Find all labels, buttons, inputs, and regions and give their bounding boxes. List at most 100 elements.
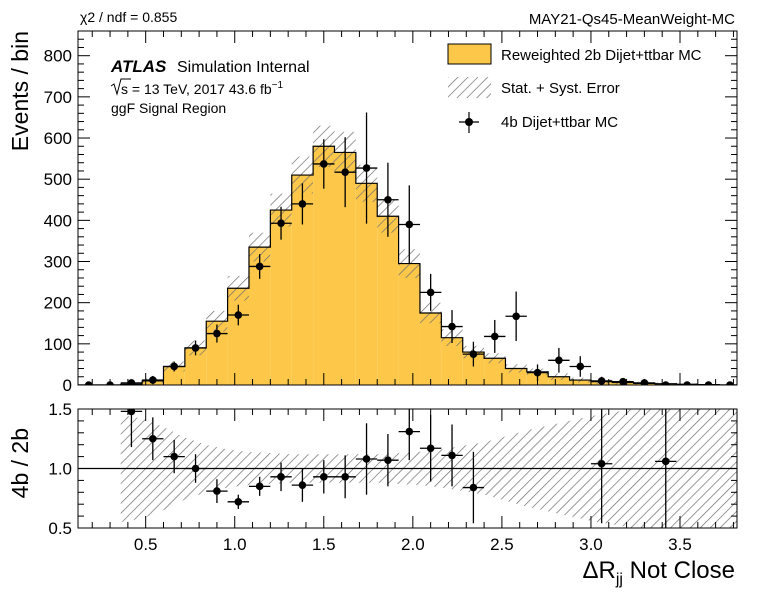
histogram-outline <box>78 145 737 385</box>
x-tick-label: 3.0 <box>579 535 603 554</box>
data-point <box>149 376 157 384</box>
plot-tag: MAY21-Qs45-MeanWeight-MC <box>529 11 735 28</box>
ratio-point <box>127 409 136 416</box>
y-tick-label: 600 <box>44 129 72 148</box>
data-point <box>597 377 606 385</box>
data-point <box>426 288 435 297</box>
ratio-point <box>319 473 328 481</box>
histogram-bar <box>313 146 335 385</box>
svg-text:s = 13 TeV, 2017 43.6 fb−1: s = 13 TeV, 2017 43.6 fb−1 <box>121 80 283 97</box>
histogram-bar <box>398 263 420 385</box>
main-frame <box>77 30 738 386</box>
ratio-point <box>298 481 307 489</box>
y-tick-label: 200 <box>44 294 72 313</box>
data-point <box>704 381 713 385</box>
ratio-point <box>469 483 478 492</box>
data-point <box>127 379 136 385</box>
data-point <box>490 332 499 341</box>
sqrt-symbol <box>110 78 131 96</box>
data-point <box>298 200 307 208</box>
region-label: ggF Signal Region <box>111 100 226 116</box>
histogram-bar <box>334 152 356 385</box>
histogram-bar <box>355 183 378 385</box>
data-point <box>277 219 285 228</box>
data-point <box>170 362 178 371</box>
data-point <box>255 262 264 271</box>
histogram-bar <box>184 347 207 385</box>
x-tick-label: 0.5 <box>134 535 158 554</box>
energy-text: = 13 TeV, 2017 43.6 fb <box>128 81 272 97</box>
ratio-point <box>426 444 435 453</box>
x-tick-label: 2.0 <box>401 535 425 554</box>
data-point <box>576 362 585 371</box>
data-point <box>726 381 734 385</box>
ratio-point <box>234 498 243 506</box>
data-point <box>533 368 542 377</box>
legend-entry-points: 4b Dijet+ttbar MC <box>501 114 618 131</box>
histogram-bar <box>548 376 570 385</box>
data-point <box>84 381 93 385</box>
data-point <box>512 312 520 321</box>
ratio-point <box>448 451 456 460</box>
legend-swatch-fill <box>447 43 492 65</box>
ratio-point <box>384 456 392 464</box>
x-axis-title: ΔRjj Not Close <box>582 557 735 588</box>
axis-ticks: 0 100 200 300 400 500 600 700 800 0.5 1.0 1.5 0.5 1.0… <box>44 31 737 554</box>
legend-swatch-hatch <box>448 77 491 98</box>
ratio-frame <box>77 408 738 529</box>
ratio-point <box>341 473 349 481</box>
data-point <box>191 344 200 352</box>
data-point <box>619 377 627 385</box>
ratio-point <box>362 455 371 463</box>
histogram-bar <box>291 175 314 385</box>
data-point <box>555 356 563 365</box>
y-tick-label: 100 <box>44 335 72 354</box>
data-point <box>341 168 349 176</box>
y-tick-label: 800 <box>44 47 72 66</box>
ratio-point <box>597 459 606 468</box>
energy-prefix: s <box>121 81 128 97</box>
x-tick-label: 1.5 <box>312 535 336 554</box>
x-tick-label: 2.5 <box>490 535 514 554</box>
ratio-point <box>255 482 264 491</box>
histogram-bar <box>206 321 228 385</box>
y-tick-label: 400 <box>44 211 72 230</box>
data-point <box>384 195 392 204</box>
data-point <box>234 311 243 319</box>
ratio-panel <box>78 409 737 528</box>
histogram-bar <box>419 312 442 385</box>
legend: Reweighted 2b Dijet+ttbar MC Stat. + Sys… <box>447 43 702 133</box>
histogram-bar <box>377 216 399 385</box>
histogram-bar <box>462 352 485 385</box>
y-tick-label: 300 <box>44 253 72 272</box>
data-point <box>683 381 691 385</box>
x-axis-title-main: ΔR <box>582 557 615 584</box>
legend-marker-dot <box>465 118 473 126</box>
energy-sup: −1 <box>272 80 284 91</box>
data-point <box>661 381 670 385</box>
chi2-label: χ2 / ndf = 0.855 <box>80 9 177 25</box>
histogram-bar <box>248 247 271 385</box>
data-point <box>405 220 414 229</box>
ratio-point <box>170 452 178 461</box>
ratio-point <box>149 434 157 443</box>
legend-entry-hatch: Stat. + Syst. Error <box>501 80 620 97</box>
data-point <box>469 350 478 358</box>
ratio-y-tick-label: 1.5 <box>48 400 72 419</box>
ratio-y-tick-label: 0.5 <box>48 519 72 538</box>
ratio-point <box>661 457 670 466</box>
atlas-label: ATLAS <box>110 57 167 76</box>
main-panel <box>78 112 737 385</box>
y-tick-label: 500 <box>44 170 72 189</box>
ratio-point <box>405 427 414 436</box>
histogram-bar <box>484 358 506 385</box>
histogram-bar <box>227 288 249 385</box>
data-point <box>213 329 221 338</box>
y-axis-title-main: Events / bin <box>7 31 33 151</box>
ratio-y-tick-label: 1.0 <box>48 460 72 479</box>
histogram-bar <box>441 337 463 385</box>
ratio-point <box>277 473 285 481</box>
x-tick-label: 1.0 <box>223 535 247 554</box>
energy-label: s = 13 TeV, 2017 43.6 fb−1 <box>110 78 283 97</box>
x-tick-label: 3.5 <box>668 535 692 554</box>
